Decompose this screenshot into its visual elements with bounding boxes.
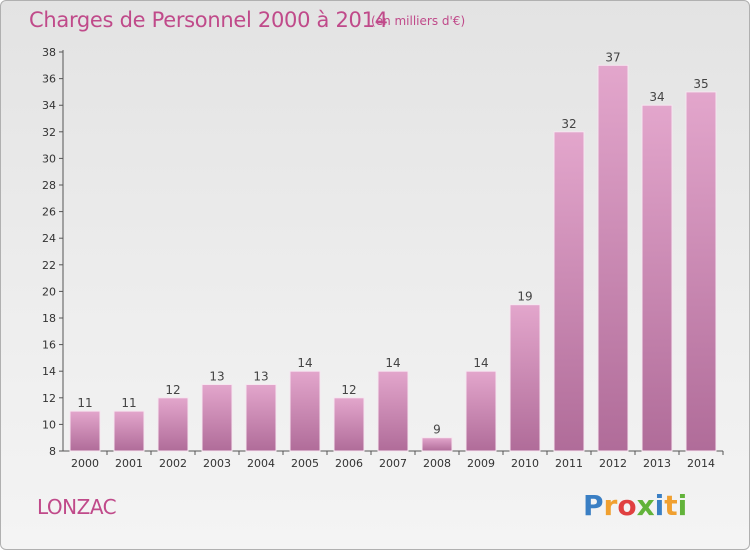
bar (245, 384, 277, 452)
bar (157, 397, 189, 452)
bar (113, 410, 145, 452)
data-label: 9 (433, 423, 441, 437)
bar (289, 370, 321, 452)
proxiti-logo: Proxiti (583, 489, 688, 522)
bar (69, 410, 101, 452)
data-label: 35 (693, 77, 708, 91)
data-label: 12 (341, 383, 356, 397)
x-tick-label: 2012 (599, 457, 627, 470)
x-tick-label: 2014 (687, 457, 715, 470)
y-tick-label: 10 (42, 418, 56, 431)
x-tick-label: 2001 (115, 457, 143, 470)
bar (553, 131, 585, 452)
x-tick-label: 2010 (511, 457, 539, 470)
bar (685, 91, 717, 452)
x-tick-label: 2000 (71, 457, 99, 470)
data-label: 34 (649, 90, 664, 104)
y-tick-label: 24 (42, 232, 56, 245)
y-tick-label: 12 (42, 392, 56, 405)
y-tick-label: 28 (42, 179, 56, 192)
data-label: 12 (165, 383, 180, 397)
bar (509, 304, 541, 452)
bar (465, 370, 497, 452)
bar (421, 437, 453, 452)
data-label: 19 (517, 290, 532, 304)
place-name: LONZAC (37, 495, 117, 519)
bar (201, 384, 233, 452)
y-tick-label: 36 (42, 73, 56, 86)
data-label: 32 (561, 117, 576, 131)
data-label: 37 (605, 50, 620, 64)
data-label: 11 (77, 396, 92, 410)
bar (597, 64, 629, 452)
x-tick-label: 2013 (643, 457, 671, 470)
y-tick-label: 26 (42, 206, 56, 219)
y-tick-label: 18 (42, 312, 56, 325)
x-tick-label: 2006 (335, 457, 363, 470)
y-tick-label: 20 (42, 285, 56, 298)
data-label: 14 (385, 356, 400, 370)
y-tick-label: 38 (42, 46, 56, 59)
x-tick-label: 2005 (291, 457, 319, 470)
chart-title: Charges de Personnel 2000 à 2014 (29, 8, 388, 32)
bar (377, 370, 409, 452)
x-tick-label: 2009 (467, 457, 495, 470)
x-tick-label: 2008 (423, 457, 451, 470)
y-tick-label: 34 (42, 99, 56, 112)
bar (641, 104, 673, 452)
x-tick-label: 2011 (555, 457, 583, 470)
y-tick-label: 14 (42, 365, 56, 378)
x-tick-label: 2007 (379, 457, 407, 470)
x-tick-label: 2002 (159, 457, 187, 470)
chart-subtitle: (en milliers d'€) (371, 14, 466, 28)
y-tick-label: 8 (49, 445, 56, 458)
y-tick-label: 22 (42, 259, 56, 272)
data-label: 13 (253, 370, 268, 384)
data-label: 14 (473, 356, 488, 370)
y-tick-label: 32 (42, 126, 56, 139)
x-tick-label: 2003 (203, 457, 231, 470)
data-label: 11 (121, 396, 136, 410)
data-label: 14 (297, 356, 312, 370)
data-label: 13 (209, 370, 224, 384)
bar (333, 397, 365, 452)
y-tick-label: 16 (42, 339, 56, 352)
x-tick-label: 2004 (247, 457, 275, 470)
y-tick-label: 30 (42, 152, 56, 165)
